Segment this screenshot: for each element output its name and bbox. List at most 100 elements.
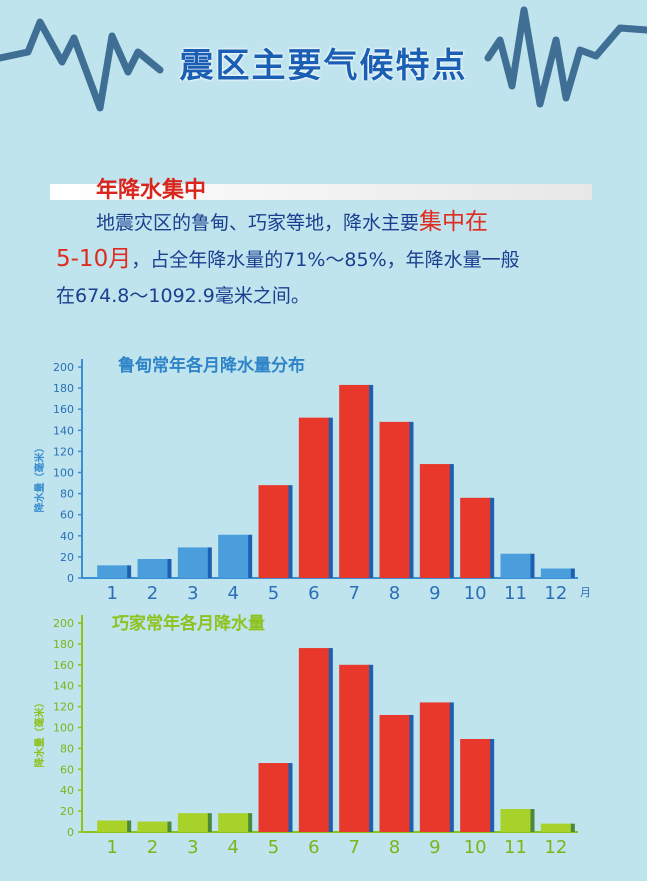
bar-side [408,421,414,578]
bar [97,820,128,832]
bar [500,809,531,832]
bar-side [529,809,535,832]
bar-side [327,417,333,578]
y-tick-label: 140 [53,424,74,437]
y-tick-label: 40 [60,530,74,543]
bar [540,823,571,832]
y-axis-label: 降水量（毫米） [33,443,46,513]
bar [379,421,410,578]
x-tick-label: 11 [504,583,527,604]
bar [137,821,168,832]
bar-side [529,553,535,578]
bar [258,485,289,578]
bar-side [569,568,575,578]
bar-side [489,497,495,578]
bar-side [448,702,454,832]
bar [419,702,450,832]
y-tick-label: 140 [53,680,74,693]
bar [137,559,168,578]
description-paragraph: 地震灾区的鲁甸、巧家等地，降水主要集中在 5-10月，占全年降水量的71%～85… [56,204,604,314]
seismograph-decoration [0,6,647,112]
bar [218,534,249,578]
x-tick-label: 9 [429,837,440,858]
y-tick-label: 200 [53,361,74,374]
y-tick-label: 160 [53,403,74,416]
paragraph-text-2: ，占全年降水量的71%～85%，年降水量一般 [131,249,520,271]
bar-side [206,547,212,578]
bar [379,714,410,832]
x-tick-label: 5 [268,837,279,858]
bar-side [247,813,253,832]
y-tick-label: 200 [53,617,74,630]
y-tick-label: 100 [53,467,74,480]
x-tick-label: 7 [348,583,359,604]
x-tick-label: 10 [464,583,487,604]
x-tick-label: 11 [504,837,527,858]
paragraph-line-3: 在674.8～1092.9毫米之间。 [56,278,604,314]
y-tick-label: 0 [67,572,74,585]
y-tick-label: 100 [53,722,74,735]
bar [339,664,370,832]
bar-side [126,820,132,832]
y-tick-label: 0 [67,826,74,839]
bar-side [448,464,454,578]
bar [298,417,329,578]
bar [339,384,370,578]
y-tick-label: 20 [60,805,74,818]
x-tick-label: 6 [308,837,319,858]
paragraph-text-1: 地震灾区的鲁甸、巧家等地，降水主要 [96,212,420,234]
x-tick-label: 2 [147,583,158,604]
y-tick-label: 40 [60,784,74,797]
bar-side [368,384,374,578]
highlight-concentrated: 集中在 [419,209,489,235]
page-title: 震区主要气候特点 [179,46,468,86]
y-tick-label: 180 [53,382,74,395]
bar [177,813,208,832]
x-tick-label: 12 [544,583,567,604]
bar [460,497,491,578]
bar [258,763,289,832]
bar-side [287,763,293,832]
bar-side [489,738,495,832]
bar-side [327,648,333,832]
bar [540,568,571,578]
x-tick-label: 8 [389,583,400,604]
y-tick-label: 60 [60,509,74,522]
x-unit-label: 月 [580,586,591,599]
x-tick-label: 3 [187,837,198,858]
y-tick-label: 80 [60,742,74,755]
bar [298,648,329,832]
x-tick-label: 8 [389,837,400,858]
bar-side [569,823,575,832]
section-title-bar [50,184,592,200]
bar-side [126,565,132,578]
bar [460,738,491,832]
paragraph-line-1: 地震灾区的鲁甸、巧家等地，降水主要集中在 [56,204,604,241]
bar-side [247,534,253,578]
x-tick-label: 6 [308,583,319,604]
x-tick-label: 10 [464,837,487,858]
x-tick-label: 12 [544,837,567,858]
x-tick-label: 2 [147,837,158,858]
y-tick-label: 120 [53,701,74,714]
section-title: 年降水集中 [96,178,207,203]
x-tick-label: 9 [429,583,440,604]
paragraph-line-2: 5-10月，占全年降水量的71%～85%，年降水量一般 [56,241,604,278]
bar [97,565,128,578]
bar-side [166,559,172,578]
x-tick-label: 1 [106,837,117,858]
bar-side [166,821,172,832]
highlight-months: 5-10月 [56,246,132,272]
y-tick-label: 120 [53,445,74,458]
seismograph-line-left [0,18,164,112]
bar-side [206,813,212,832]
seismograph-line-right [484,6,647,108]
bar [218,813,249,832]
x-tick-label: 4 [227,583,238,604]
y-tick-label: 160 [53,659,74,672]
chart-title: 巧家常年各月降水量 [112,613,265,634]
bar-side [287,485,293,578]
y-axis-label: 降水量（毫米） [33,698,46,768]
